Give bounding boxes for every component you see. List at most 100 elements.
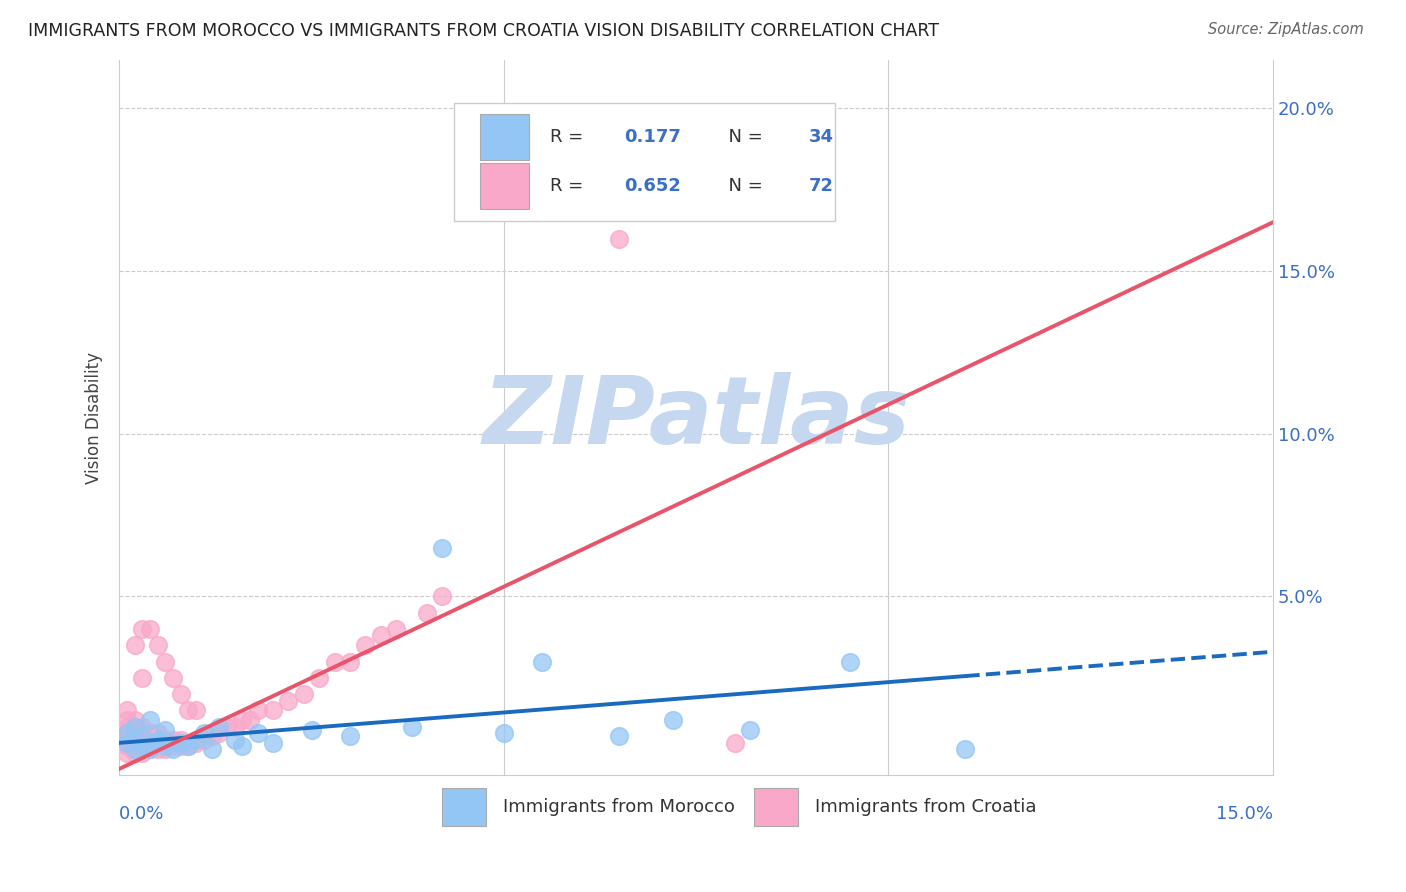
Point [115,736,138,750]
Point [131,736,153,750]
Point [186,732,208,747]
Point [124,720,146,734]
Point [262,736,284,750]
Point [193,726,215,740]
Point [416,606,439,620]
Point [170,736,193,750]
Point [738,723,761,737]
Point [155,742,177,756]
Point [208,726,231,740]
Y-axis label: Vision Disability: Vision Disability [86,351,103,483]
Point [432,541,454,555]
Point [262,703,284,717]
Point [131,739,153,753]
Point [131,732,153,747]
Point [292,687,315,701]
Point [124,739,146,753]
Point [662,713,685,727]
Point [177,739,200,753]
Point [231,713,253,727]
Point [155,739,177,753]
Point [139,736,162,750]
Point [124,746,146,760]
Point [131,746,153,760]
Point [124,742,146,756]
Point [838,655,860,669]
Point [131,671,153,685]
Bar [443,789,486,825]
Point [146,742,169,756]
Point [385,622,408,636]
Point [607,231,630,245]
Point [401,720,423,734]
Point [162,671,184,685]
Point [162,739,184,753]
FancyBboxPatch shape [454,103,835,220]
Point [124,720,146,734]
Point [146,638,169,652]
Bar [481,114,529,161]
Text: IMMIGRANTS FROM MOROCCO VS IMMIGRANTS FROM CROATIA VISION DISABILITY CORRELATION: IMMIGRANTS FROM MOROCCO VS IMMIGRANTS FR… [28,22,939,40]
Point [139,742,162,756]
Point [231,739,253,753]
Point [224,720,246,734]
Point [155,732,177,747]
Point [124,713,146,727]
Point [115,746,138,760]
Point [208,720,231,734]
Point [177,739,200,753]
Point [215,720,238,734]
Point [124,730,146,744]
Point [115,713,138,727]
Point [155,655,177,669]
Point [155,723,177,737]
Point [723,736,745,750]
Point [131,622,153,636]
Point [115,739,138,753]
Point [139,742,162,756]
Point [339,730,361,744]
Point [162,732,184,747]
Point [131,730,153,744]
Point [124,726,146,740]
Text: R =: R = [550,128,589,146]
Text: Immigrants from Croatia: Immigrants from Croatia [815,798,1036,816]
Point [323,655,346,669]
Point [170,687,193,701]
Point [131,720,153,734]
Text: 34: 34 [808,128,834,146]
Text: ZIPatlas: ZIPatlas [482,371,910,464]
Text: 0.0%: 0.0% [120,805,165,822]
Point [186,736,208,750]
Point [146,726,169,740]
Text: Source: ZipAtlas.com: Source: ZipAtlas.com [1208,22,1364,37]
Text: R =: R = [550,177,589,195]
Point [239,713,262,727]
Point [162,742,184,756]
Point [354,638,377,652]
Bar [754,789,797,825]
Point [607,730,630,744]
Point [531,655,554,669]
Point [370,628,392,642]
Point [115,732,138,747]
Point [124,732,146,747]
Text: 0.177: 0.177 [624,128,682,146]
Point [139,726,162,740]
Point [177,703,200,717]
Point [124,742,146,756]
Point [492,726,515,740]
Point [301,723,323,737]
Point [139,713,162,727]
Point [146,736,169,750]
Point [115,723,138,737]
Point [246,726,269,740]
Point [115,726,138,740]
Point [124,736,146,750]
Point [124,638,146,652]
Point [193,732,215,747]
Point [146,732,169,747]
Point [115,736,138,750]
Point [115,730,138,744]
Point [308,671,330,685]
